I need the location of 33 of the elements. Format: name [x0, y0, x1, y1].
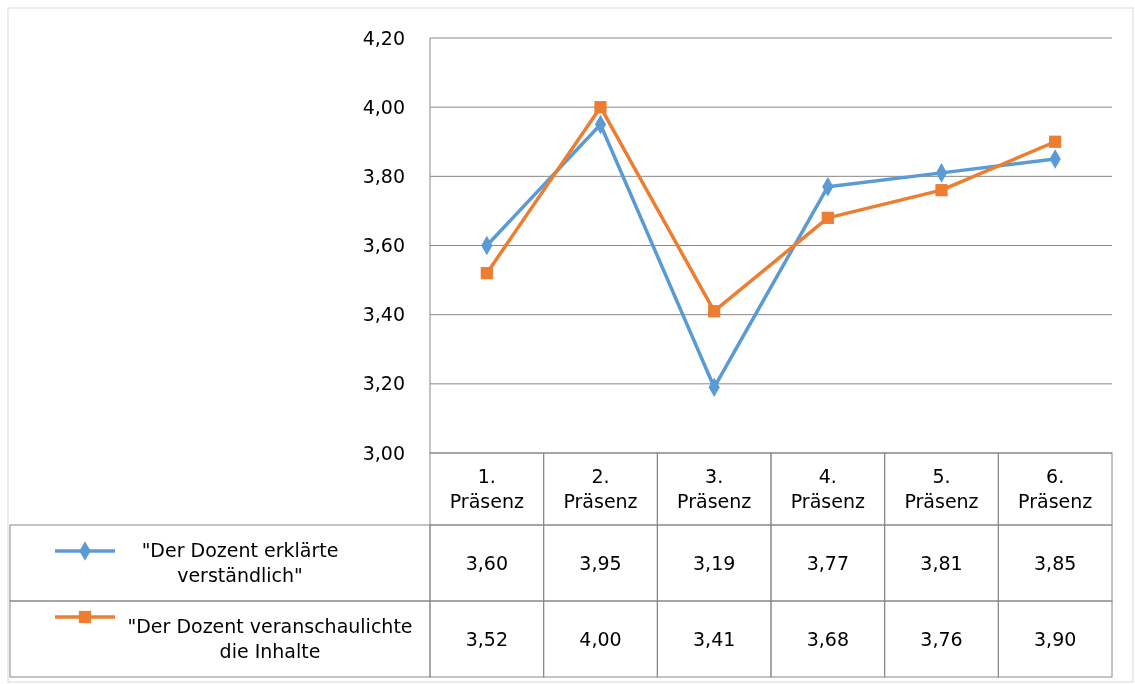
data-label: 3,68 [806, 627, 849, 650]
x-tick-label: 2. Präsenz [563, 465, 638, 512]
point [480, 267, 493, 280]
y-tick-label: 3,00 [362, 441, 405, 464]
y-tick-label: 3,20 [362, 372, 405, 395]
data-label: 3,76 [920, 627, 963, 650]
y-tick-label: 3,60 [362, 234, 405, 257]
point [594, 101, 607, 114]
data-label: 3,95 [579, 551, 622, 574]
data-label: 3,90 [1034, 627, 1077, 650]
data-label: 3,77 [806, 551, 849, 574]
data-label: 3,85 [1034, 551, 1077, 574]
y-tick-label: 3,40 [362, 303, 405, 326]
x-tick-label: 5. Präsenz [904, 465, 979, 512]
data-label: 3,52 [465, 627, 508, 650]
data-label: 3,41 [693, 627, 736, 650]
point [821, 211, 834, 224]
data-label: 3,19 [693, 551, 736, 574]
y-tick-label: 4,00 [362, 95, 405, 118]
point [935, 184, 948, 197]
y-tick-label: 3,80 [362, 164, 405, 187]
data-label: 3,60 [465, 551, 508, 574]
legend-label: "Der Dozent erklärte verständlich" [141, 539, 339, 586]
x-tick-label: 6. Präsenz [1018, 465, 1093, 512]
x-tick-label: 4. Präsenz [790, 465, 865, 512]
legend-label: "Der Dozent veranschaulichte die Inhalte [127, 615, 413, 662]
point [708, 305, 721, 318]
data-label: 4,00 [579, 627, 622, 650]
x-tick-label: 3. Präsenz [677, 465, 752, 512]
x-tick-label: 1. Präsenz [449, 465, 524, 512]
y-tick-label: 4,20 [362, 26, 405, 49]
point [1049, 135, 1062, 148]
data-label: 3,81 [920, 551, 963, 574]
